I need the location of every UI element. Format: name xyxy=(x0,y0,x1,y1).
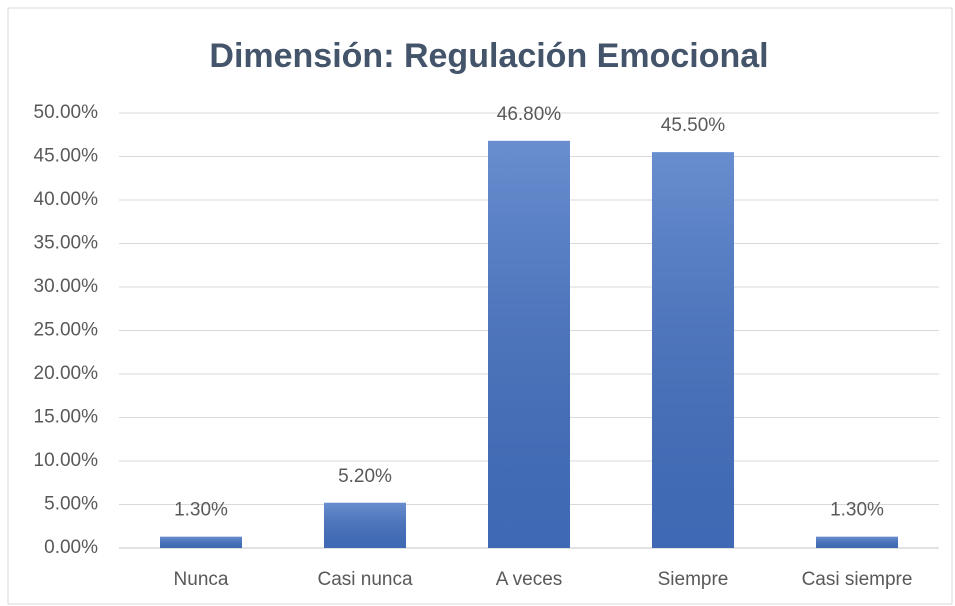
data-label: 5.20% xyxy=(338,466,392,487)
x-tick-label: A veces xyxy=(496,569,563,590)
x-tick-label: Siempre xyxy=(658,569,729,590)
y-tick-label: 10.00% xyxy=(34,450,99,471)
bar-shade xyxy=(816,536,898,548)
x-tick-label: Casi nunca xyxy=(317,569,412,590)
y-tick-label: 40.00% xyxy=(34,189,99,210)
data-label: 1.30% xyxy=(830,500,884,521)
bar-shade xyxy=(160,536,242,548)
chart-title: Dimensión: Regulación Emocional xyxy=(209,37,768,75)
y-tick-label: 25.00% xyxy=(34,320,99,341)
y-tick-label: 30.00% xyxy=(34,276,99,297)
bar-shade xyxy=(488,140,570,548)
y-tick-label: 15.00% xyxy=(34,407,99,428)
bar-shade xyxy=(324,502,406,548)
y-tick-label: 5.00% xyxy=(44,494,98,515)
data-label: 45.50% xyxy=(661,115,726,136)
y-tick-label: 20.00% xyxy=(34,363,99,384)
x-tick-label: Casi siempre xyxy=(802,569,913,590)
bar-shade xyxy=(652,152,734,548)
y-tick-label: 50.00% xyxy=(34,102,99,123)
data-label: 1.30% xyxy=(174,500,228,521)
y-tick-label: 35.00% xyxy=(34,233,99,254)
chart-frame xyxy=(7,7,953,605)
y-tick-label: 0.00% xyxy=(44,537,98,558)
data-label: 46.80% xyxy=(497,104,562,125)
y-tick-label: 45.00% xyxy=(34,146,99,167)
x-tick-label: Nunca xyxy=(174,569,229,590)
